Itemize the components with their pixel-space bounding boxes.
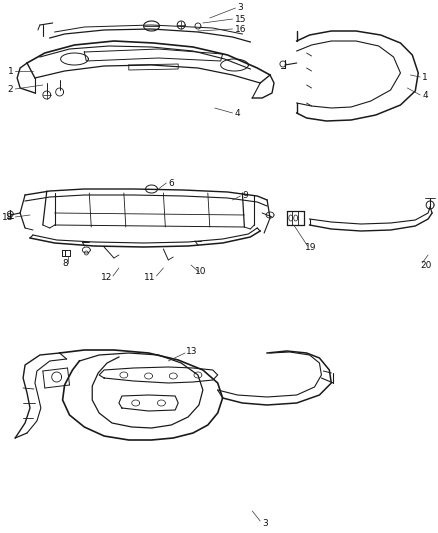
Text: 1: 1 (422, 72, 428, 82)
Text: 3: 3 (262, 519, 268, 528)
Text: 13: 13 (186, 348, 198, 357)
Text: 18: 18 (2, 213, 13, 222)
Text: 20: 20 (420, 261, 431, 270)
Text: 11: 11 (144, 273, 155, 282)
Text: 19: 19 (305, 244, 316, 253)
Text: 16: 16 (234, 25, 246, 34)
Text: 3: 3 (237, 4, 243, 12)
Text: 10: 10 (195, 268, 206, 277)
Text: 4: 4 (422, 91, 428, 100)
Text: 1: 1 (7, 67, 13, 76)
Text: 4: 4 (234, 109, 240, 117)
Text: 6: 6 (168, 179, 174, 188)
Text: 2: 2 (7, 85, 13, 93)
Text: 9: 9 (242, 191, 248, 200)
Text: 15: 15 (234, 14, 246, 23)
Text: 8: 8 (63, 259, 68, 268)
Text: 12: 12 (101, 273, 112, 282)
